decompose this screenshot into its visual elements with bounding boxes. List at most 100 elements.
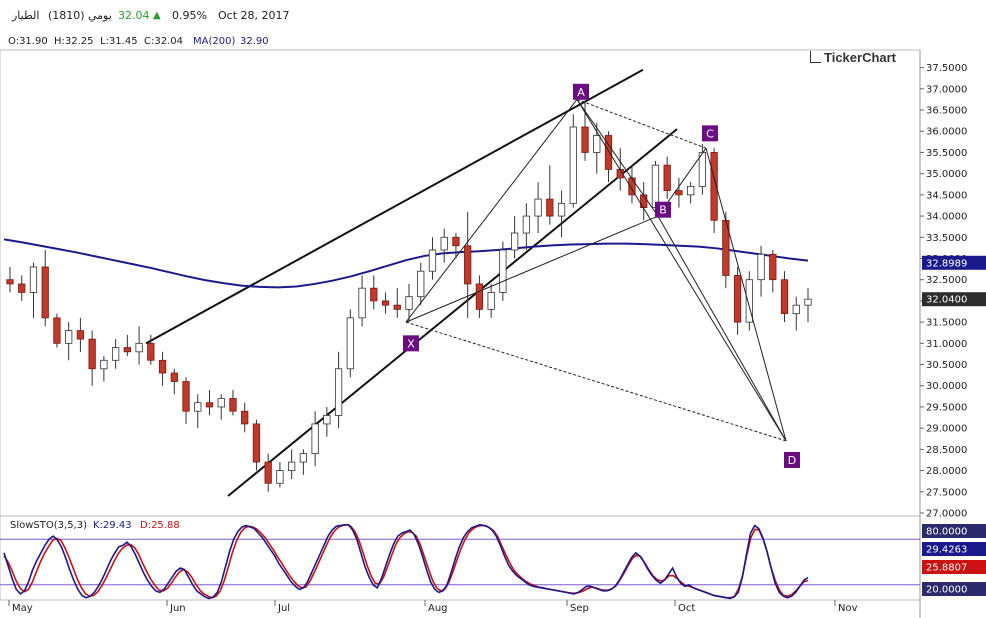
candle-body	[264, 461, 272, 484]
month-label: Jun	[169, 603, 186, 614]
harmonic-label-b: B	[659, 204, 667, 217]
quote-date: Oct 28, 2017	[218, 9, 290, 22]
stoch-d-label: D:25.88	[140, 520, 180, 531]
candle-body	[604, 135, 613, 170]
stoch-tag-label: 29.4263	[926, 545, 967, 556]
candle-body	[534, 198, 542, 217]
harmonic-label-box	[573, 83, 589, 100]
y-tick-label: 31.0000	[926, 339, 967, 350]
candle-body	[663, 164, 671, 192]
harmonic-leg	[576, 99, 787, 442]
month-label: Oct	[678, 603, 695, 614]
candle-body	[581, 126, 589, 153]
candle-body	[405, 296, 413, 310]
month-label: May	[12, 603, 33, 614]
candle-body	[370, 287, 378, 302]
candle-body	[358, 287, 366, 319]
y-tick-label: 28.0000	[926, 466, 967, 477]
harmonic-label-c: C	[706, 127, 714, 140]
quote-header: الطيار (1810) يومي 32.04 ▲ 0.95% Oct 28,…	[0, 0, 986, 30]
y-tick-label: 36.0000	[926, 127, 967, 138]
candle-body	[41, 266, 49, 319]
stoch-tag-box	[922, 560, 986, 574]
candle-body	[710, 152, 718, 221]
harmonic-label-d: D	[788, 454, 796, 467]
candle-body	[757, 253, 765, 281]
stoch-tag-box	[922, 542, 986, 556]
open-value: O:31.90	[8, 36, 48, 47]
change-percent: 0.95%	[172, 9, 207, 22]
stoch-tag-box	[922, 524, 986, 538]
candle-body	[733, 275, 742, 323]
harmonic-label-box	[784, 451, 800, 468]
candle-body	[792, 304, 800, 315]
candle-body	[546, 198, 554, 217]
candle-body	[111, 347, 120, 361]
candle-body	[687, 185, 695, 196]
y-tick-label: 33.5000	[926, 233, 967, 244]
candle-body	[745, 279, 753, 323]
candle-body	[593, 135, 601, 153]
candle-body	[510, 232, 519, 251]
y-tick-label: 34.0000	[926, 212, 967, 223]
candle-body	[651, 164, 660, 208]
symbol-name: الطيار	[12, 9, 40, 22]
harmonic-leg	[405, 215, 659, 323]
price-tag-box	[922, 255, 986, 270]
candle-body	[88, 338, 96, 370]
candle-body	[18, 283, 26, 293]
harmonic-leg	[705, 148, 787, 442]
month-label: Aug	[428, 603, 448, 614]
y-tick-label: 35.5000	[926, 148, 967, 159]
candle-body	[158, 359, 167, 374]
candle-body	[769, 253, 777, 281]
ohlc-readout: O:31.90 H:32.25 L:31.45 C:32.04 MA(200) …	[0, 32, 600, 50]
candle-body	[182, 381, 190, 412]
logo-text: TickerChart	[824, 50, 897, 65]
candle-body	[334, 368, 343, 416]
harmonic-label-a: A	[577, 86, 585, 99]
candle-body	[299, 453, 308, 463]
stoch-tag-label: 80.0000	[926, 527, 967, 538]
candle-body	[147, 342, 155, 361]
stoch-tag-label: 20.0000	[926, 585, 967, 596]
candle-body	[346, 317, 354, 370]
tickerchart-logo: TickerChart	[810, 50, 896, 65]
candle-body	[229, 398, 237, 412]
y-tick-label: 27.5000	[926, 487, 967, 498]
harmonic-leg	[405, 321, 787, 442]
harmonic-leg	[576, 99, 659, 217]
y-tick-label: 34.5000	[926, 190, 967, 201]
stoch-k-label: K:29.43	[93, 520, 132, 531]
candle-body	[135, 342, 143, 353]
candle-body	[252, 423, 261, 463]
month-label: Nov	[838, 603, 858, 614]
candle-body	[487, 292, 495, 310]
y-tick-label: 37.0000	[926, 84, 967, 95]
stoch-name: SlowSTO(3,5,3)	[10, 520, 87, 531]
stoch-d-line	[3, 523, 809, 599]
harmonic-label-box	[702, 125, 718, 142]
candle-body	[557, 202, 566, 217]
symbol-code: (1810)	[48, 9, 85, 22]
y-tick-label: 36.5000	[926, 106, 967, 117]
candle-body	[205, 402, 214, 408]
candle-body	[452, 236, 460, 247]
candle-body	[640, 194, 648, 208]
last-price: 32.04	[118, 9, 150, 22]
trend-line	[227, 128, 678, 497]
y-tick-label: 30.5000	[926, 360, 967, 371]
stoch-tag-label: 25.8807	[926, 563, 967, 574]
candle-body	[123, 347, 131, 353]
candle-body	[6, 279, 14, 285]
logo-icon	[810, 51, 821, 63]
y-tick-label: 37.5000	[926, 63, 967, 74]
harmonic-leg	[657, 215, 787, 442]
up-arrow-icon: ▲	[153, 10, 161, 21]
candle-body	[217, 398, 225, 408]
candle-body	[522, 215, 530, 234]
ma-value: 32.90	[240, 36, 269, 47]
high-value: H:32.25	[54, 36, 94, 47]
y-tick-label: 32.5000	[926, 275, 967, 286]
